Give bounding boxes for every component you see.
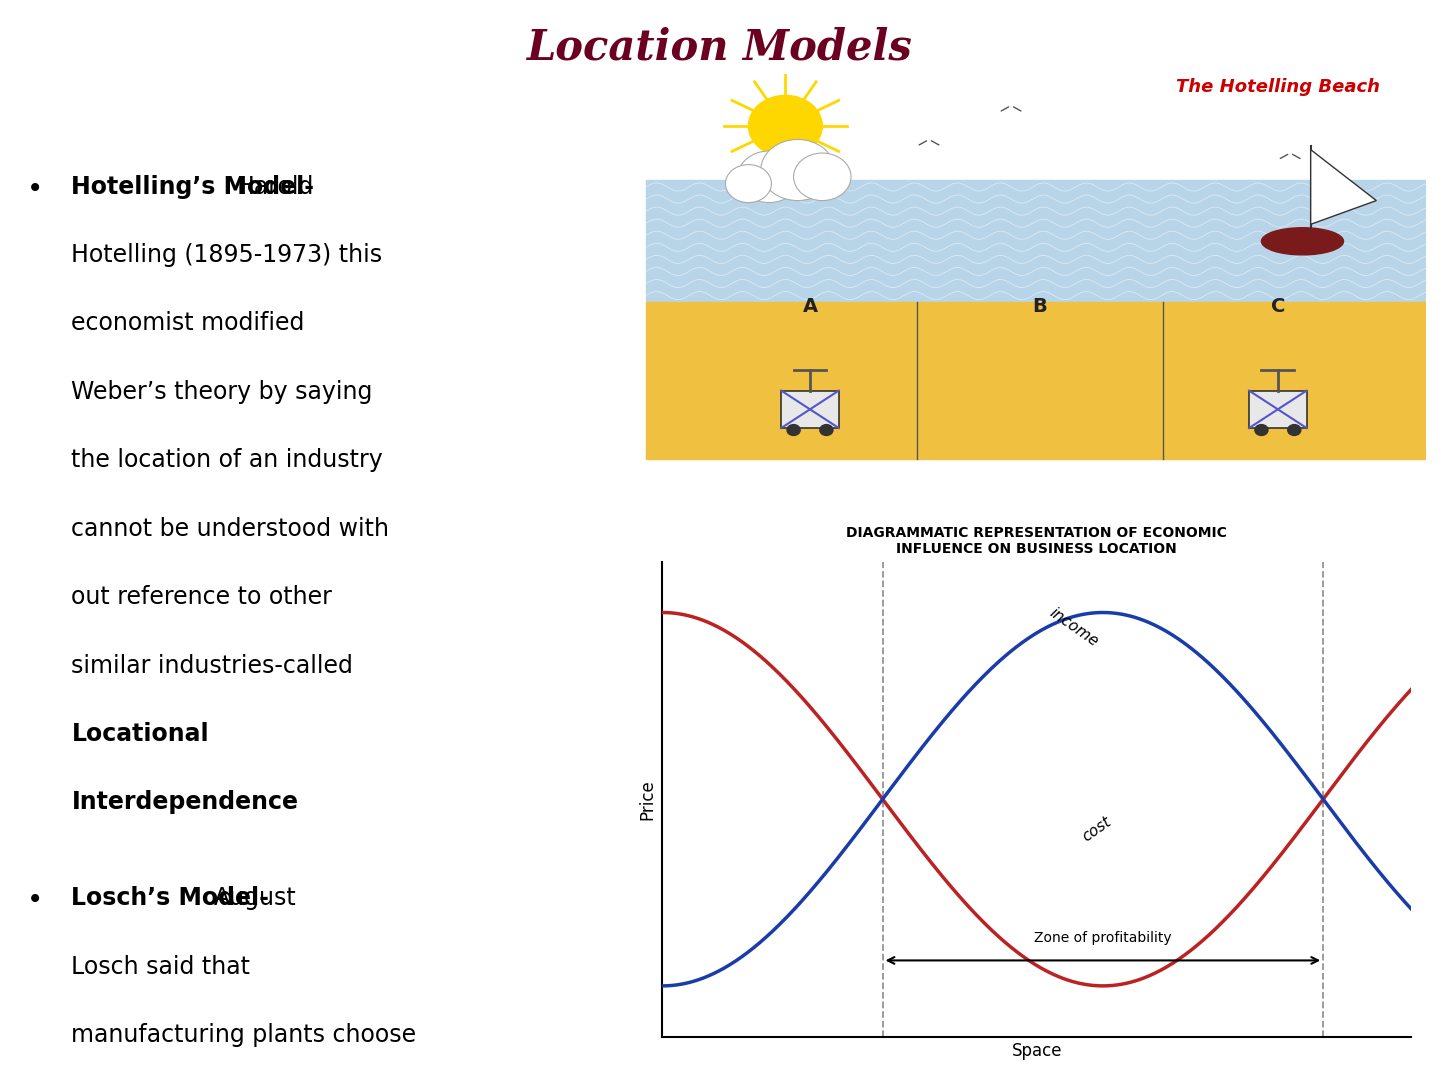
Circle shape (788, 424, 801, 435)
Text: cost: cost (1080, 814, 1115, 845)
Circle shape (793, 153, 851, 201)
Text: the location of an industry: the location of an industry (72, 448, 383, 472)
Text: economist modified: economist modified (72, 311, 305, 336)
Text: Hotelling (1895-1973) this: Hotelling (1895-1973) this (72, 243, 383, 267)
Text: Interdependence: Interdependence (72, 791, 298, 814)
Circle shape (737, 151, 801, 203)
Ellipse shape (1261, 228, 1344, 255)
Text: A: A (802, 297, 818, 316)
Text: Losch said that: Losch said that (72, 955, 251, 978)
Text: out reference to other: out reference to other (72, 585, 333, 609)
Circle shape (726, 164, 772, 203)
Text: B: B (1032, 297, 1047, 316)
Circle shape (1254, 424, 1269, 435)
Y-axis label: Price: Price (639, 779, 657, 820)
Polygon shape (1310, 150, 1377, 225)
Text: Locational: Locational (72, 721, 209, 746)
Bar (782, 391, 838, 428)
Text: •: • (27, 887, 43, 914)
Bar (1248, 391, 1306, 428)
Text: income: income (1047, 605, 1102, 649)
Text: Losch’s Model-: Losch’s Model- (72, 887, 269, 910)
Circle shape (1287, 424, 1300, 435)
Text: •: • (27, 175, 43, 203)
Text: Weber’s theory by saying: Weber’s theory by saying (72, 380, 373, 404)
Circle shape (819, 424, 832, 435)
Text: cannot be understood with: cannot be understood with (72, 516, 389, 541)
Text: The Hotelling Beach: The Hotelling Beach (1176, 79, 1380, 96)
Circle shape (749, 95, 822, 157)
Text: Harold: Harold (236, 175, 314, 199)
X-axis label: Space: Space (1011, 1042, 1063, 1061)
Circle shape (760, 139, 835, 201)
Text: C: C (1270, 297, 1284, 316)
Text: manufacturing plants choose: manufacturing plants choose (72, 1023, 416, 1047)
Bar (645, 302, 1426, 459)
Bar (645, 180, 1426, 302)
Text: similar industries-called: similar industries-called (72, 653, 353, 677)
Text: August: August (215, 887, 297, 910)
Title: DIAGRAMMATIC REPRESENTATION OF ECONOMIC
INFLUENCE ON BUSINESS LOCATION: DIAGRAMMATIC REPRESENTATION OF ECONOMIC … (847, 526, 1227, 556)
Text: Hotelling’s Model-: Hotelling’s Model- (72, 175, 314, 199)
Text: Location Models: Location Models (527, 27, 913, 69)
Text: Zone of profitability: Zone of profitability (1034, 931, 1172, 945)
